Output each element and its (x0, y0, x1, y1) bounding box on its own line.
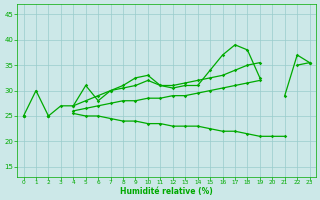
X-axis label: Humidité relative (%): Humidité relative (%) (120, 187, 213, 196)
